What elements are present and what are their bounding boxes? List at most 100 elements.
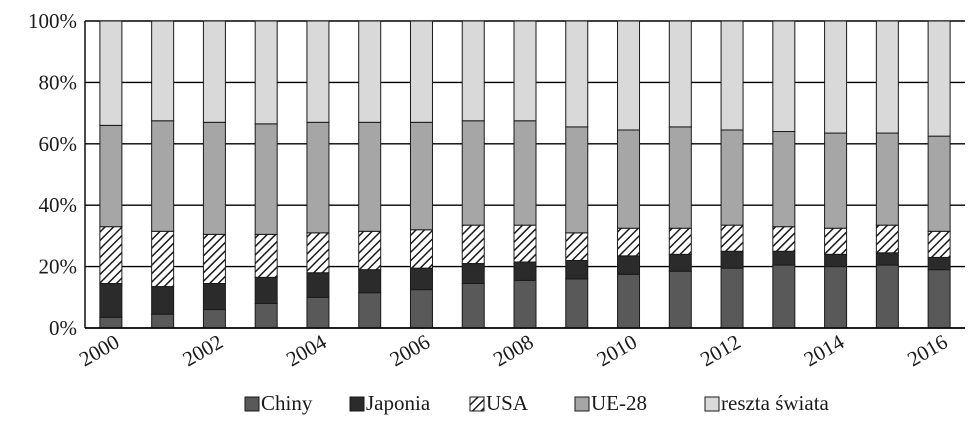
- bar-segment: [772, 226, 796, 252]
- bar-segment: [409, 267, 433, 291]
- bar-segment: [824, 132, 848, 229]
- bar-segment: [254, 302, 278, 329]
- bar-segment: [254, 276, 278, 304]
- bar-segment: [513, 261, 537, 281]
- legend-label: USA: [486, 391, 529, 415]
- bar-segment: [927, 256, 951, 271]
- legend-label: Japonia: [366, 391, 431, 415]
- y-tick-label: 0%: [49, 316, 77, 340]
- bar-segment: [151, 120, 175, 232]
- bar-segment: [202, 309, 226, 329]
- bar-segment: [668, 253, 692, 272]
- bar-segment: [617, 227, 641, 257]
- legend-label: Chiny: [261, 391, 313, 415]
- bar-segment: [565, 259, 589, 280]
- bar-segment: [565, 232, 589, 261]
- bar-segment: [720, 250, 744, 269]
- bar-segment: [617, 255, 641, 275]
- bar-segment: [358, 269, 382, 294]
- bar-segment: [927, 20, 951, 137]
- legend-swatch: [704, 396, 720, 412]
- bar-segment: [875, 252, 899, 266]
- bar-segment: [875, 264, 899, 329]
- bar-segment: [565, 126, 589, 234]
- bar-segment: [358, 121, 382, 232]
- bar-segment: [254, 20, 278, 125]
- bar-segment: [772, 250, 796, 266]
- bar-segment: [875, 132, 899, 226]
- bar-segment: [824, 20, 848, 134]
- bar-segment: [461, 20, 485, 122]
- bars: [99, 20, 951, 329]
- bar-segment: [513, 120, 537, 226]
- x-tick-label: 2016: [903, 330, 951, 372]
- bar-segment: [461, 263, 485, 284]
- bar-segment: [358, 292, 382, 329]
- x-tick-labels: 2000 2002 2004 2006 2008 2010 2012 2014 2016: [75, 329, 952, 371]
- bar-segment: [409, 289, 433, 329]
- bar-segment: [151, 20, 175, 122]
- bar-segment: [358, 20, 382, 123]
- legend-swatch: [574, 396, 590, 412]
- bar-segment: [306, 232, 330, 274]
- bar-segment: [409, 121, 433, 231]
- legend-swatch: [349, 396, 365, 412]
- bar-segment: [927, 269, 951, 329]
- bar-segment: [720, 267, 744, 329]
- legend-label: reszta świata: [721, 391, 830, 415]
- bar-segment: [513, 224, 537, 263]
- bar-segment: [513, 279, 537, 329]
- legend-swatch: [469, 396, 485, 412]
- bar-segment: [409, 20, 433, 123]
- bar-segment: [824, 253, 848, 268]
- bar-segment: [565, 278, 589, 329]
- bar-segment: [306, 20, 330, 123]
- bar-segment: [772, 131, 796, 228]
- bar-segment: [772, 264, 796, 329]
- bar-segment: [254, 123, 278, 235]
- bar-segment: [617, 129, 641, 229]
- bar-segment: [306, 272, 330, 298]
- x-tick-label: 2010: [593, 330, 641, 372]
- bar-segment: [151, 230, 175, 288]
- bar-segment: [668, 20, 692, 128]
- bar-segment: [720, 20, 744, 131]
- bar-segment: [824, 266, 848, 329]
- bar-segment: [202, 20, 226, 123]
- bar-segment: [99, 226, 123, 284]
- bar-segment: [306, 296, 330, 329]
- bar-segment: [720, 129, 744, 226]
- legend-swatch: [244, 396, 260, 412]
- x-tick-label: 2008: [489, 330, 537, 372]
- bar-segment: [99, 282, 123, 318]
- y-tick-label: 40%: [39, 193, 78, 217]
- bar-segment: [202, 282, 226, 311]
- bar-segment: [202, 121, 226, 235]
- bar-segment: [513, 20, 537, 122]
- x-tick-label: 2000: [75, 330, 123, 372]
- y-tick-label: 60%: [39, 132, 78, 156]
- bar-segment: [824, 227, 848, 255]
- bar-segment: [358, 230, 382, 271]
- bar-segment: [668, 227, 692, 255]
- bar-segment: [875, 224, 899, 254]
- x-tick-label: 2004: [282, 329, 331, 371]
- x-tick-label: 2006: [386, 330, 434, 372]
- bar-segment: [927, 230, 951, 258]
- bar-segment: [99, 124, 123, 228]
- bar-segment: [461, 282, 485, 329]
- bar-segment: [409, 229, 433, 269]
- y-tick-label: 100%: [28, 9, 77, 33]
- bar-segment: [461, 120, 485, 226]
- bar-segment: [772, 20, 796, 133]
- bar-segment: [151, 313, 175, 329]
- bar-segment: [927, 135, 951, 232]
- bar-segment: [461, 224, 485, 265]
- bar-segment: [254, 233, 278, 278]
- bar-segment: [617, 273, 641, 329]
- legend-label: UE-28: [591, 391, 647, 415]
- bar-segment: [617, 20, 641, 131]
- bar-segment: [151, 286, 175, 315]
